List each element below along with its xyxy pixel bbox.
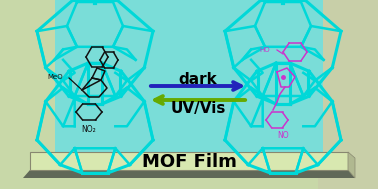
Polygon shape bbox=[348, 152, 355, 178]
Polygon shape bbox=[23, 170, 355, 178]
Text: NO: NO bbox=[277, 132, 289, 140]
Text: MOF Film: MOF Film bbox=[142, 153, 236, 171]
Text: dark: dark bbox=[179, 73, 217, 88]
Text: UV/Vis: UV/Vis bbox=[170, 101, 226, 115]
Polygon shape bbox=[55, 0, 323, 155]
Text: MeO: MeO bbox=[47, 74, 63, 80]
Polygon shape bbox=[318, 0, 378, 189]
Text: HO: HO bbox=[260, 47, 270, 53]
Polygon shape bbox=[0, 0, 60, 189]
Text: NO₂: NO₂ bbox=[82, 125, 96, 135]
Polygon shape bbox=[30, 152, 348, 170]
